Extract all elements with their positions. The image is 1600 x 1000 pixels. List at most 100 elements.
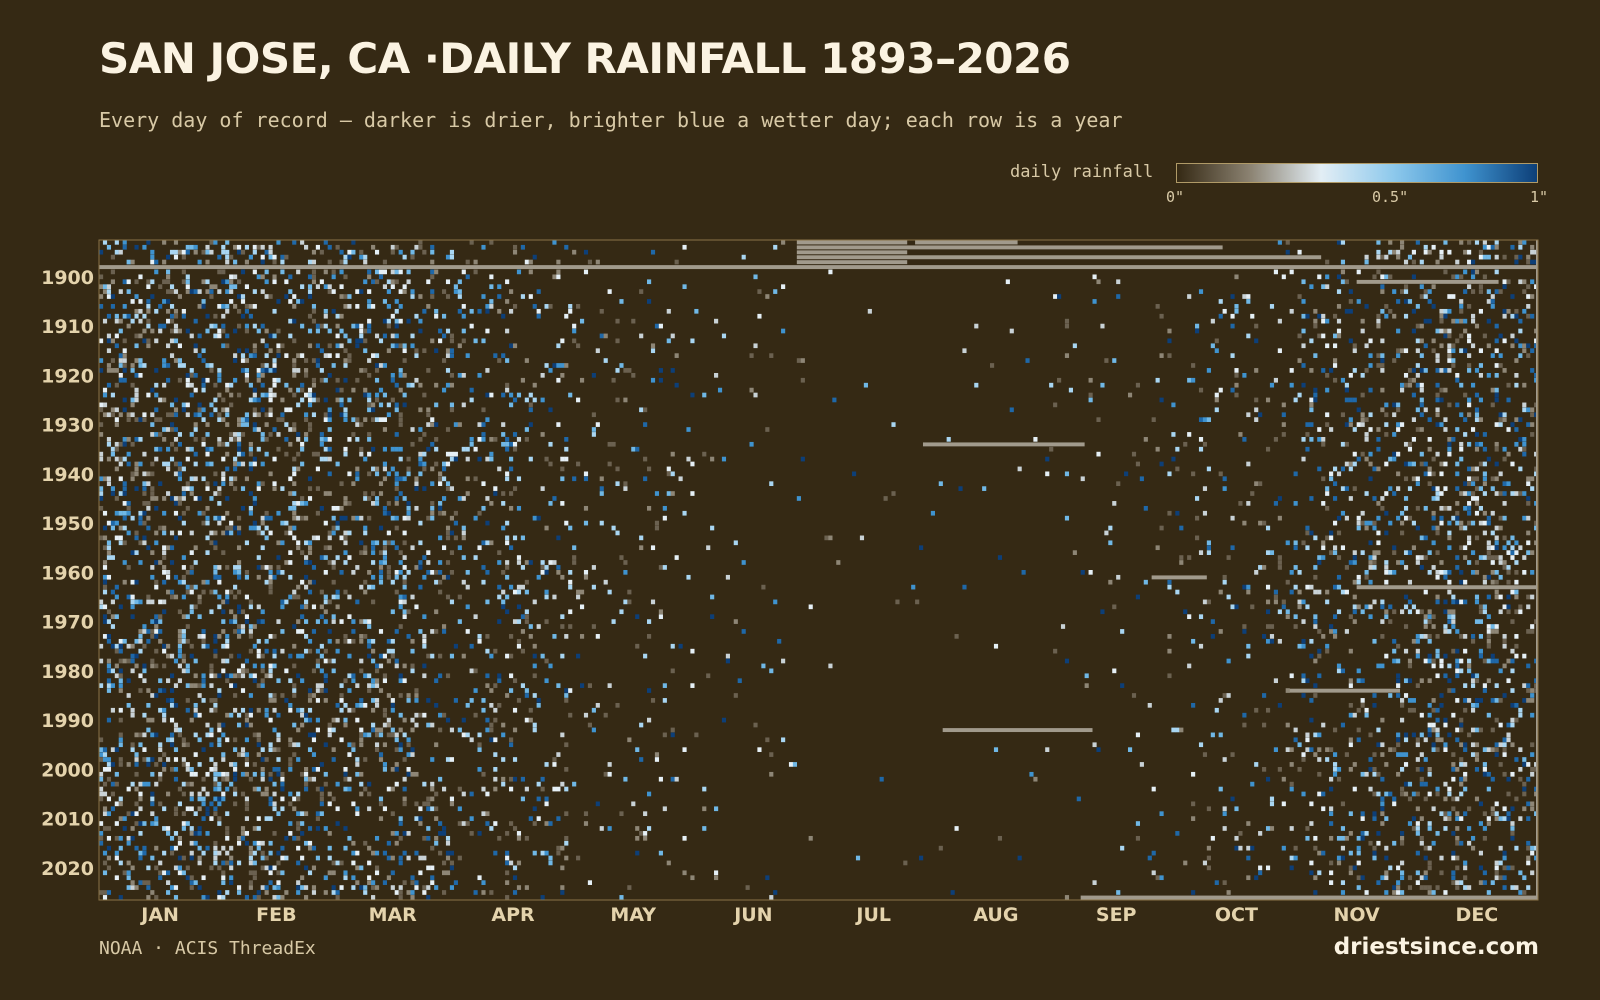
rain-day-cell bbox=[477, 747, 482, 752]
rain-day-cell bbox=[363, 673, 368, 679]
rain-day-cell bbox=[406, 318, 411, 324]
rain-day-cell bbox=[102, 767, 108, 772]
rain-day-cell bbox=[323, 308, 328, 314]
rain-day-cell bbox=[315, 451, 320, 457]
rain-day-cell bbox=[1435, 747, 1440, 752]
rain-day-cell bbox=[166, 491, 171, 496]
rain-day-cell bbox=[1187, 614, 1192, 620]
rain-day-cell bbox=[426, 560, 431, 565]
rain-day-cell bbox=[1502, 338, 1507, 344]
rain-day-cell bbox=[134, 579, 139, 585]
rain-day-cell bbox=[1522, 451, 1527, 457]
rain-day-cell bbox=[1360, 702, 1365, 708]
rain-day-cell bbox=[1368, 427, 1373, 432]
rain-day-cell bbox=[1305, 525, 1310, 531]
rain-day-cell bbox=[169, 737, 175, 743]
rain-day-cell bbox=[1336, 663, 1342, 669]
rain-day-cell bbox=[138, 629, 143, 634]
rain-day-cell bbox=[347, 614, 352, 620]
rain-day-cell bbox=[130, 550, 135, 555]
rain-day-cell bbox=[1348, 338, 1353, 344]
rain-day-cell bbox=[568, 609, 573, 615]
rain-day-cell bbox=[359, 658, 364, 664]
rain-day-cell bbox=[682, 244, 687, 250]
rain-day-cell bbox=[272, 308, 277, 314]
rain-day-cell bbox=[536, 308, 541, 314]
rain-day-cell bbox=[335, 387, 340, 393]
rain-day-cell bbox=[1321, 555, 1326, 560]
rain-day-cell bbox=[138, 742, 143, 748]
rain-day-cell bbox=[1506, 732, 1511, 738]
rain-day-cell bbox=[1447, 791, 1452, 797]
rain-day-cell bbox=[181, 579, 186, 585]
rain-day-cell bbox=[725, 658, 730, 664]
rain-day-cell bbox=[1053, 294, 1058, 299]
rain-day-cell bbox=[118, 762, 123, 767]
rain-day-cell bbox=[485, 368, 490, 373]
rain-day-cell bbox=[438, 476, 443, 482]
rain-day-cell bbox=[469, 668, 474, 674]
rain-day-cell bbox=[607, 289, 612, 294]
rain-day-cell bbox=[1419, 451, 1424, 457]
rain-day-cell bbox=[110, 520, 115, 526]
rain-day-cell bbox=[1348, 422, 1353, 427]
rain-day-cell bbox=[426, 653, 431, 659]
rain-day-cell bbox=[307, 284, 313, 290]
rain-day-cell bbox=[505, 565, 510, 570]
rain-day-cell bbox=[647, 634, 652, 639]
rain-day-cell bbox=[244, 417, 250, 422]
rain-day-cell bbox=[374, 368, 380, 373]
rain-day-cell bbox=[221, 796, 226, 802]
rain-day-cell bbox=[1206, 540, 1211, 546]
rain-day-cell bbox=[556, 786, 561, 792]
rain-day-cell bbox=[1506, 570, 1511, 575]
rain-day-cell bbox=[524, 259, 529, 265]
rain-day-cell bbox=[576, 343, 581, 349]
rain-day-cell bbox=[173, 727, 179, 733]
rain-day-cell bbox=[300, 771, 305, 777]
rain-day-cell bbox=[280, 570, 285, 575]
rain-day-cell bbox=[118, 525, 123, 531]
rain-day-cell bbox=[1340, 441, 1346, 447]
rain-day-cell bbox=[1289, 368, 1294, 373]
rain-day-cell bbox=[445, 574, 451, 580]
rain-day-cell bbox=[323, 412, 328, 418]
rain-day-cell bbox=[1084, 673, 1089, 679]
rain-day-cell bbox=[268, 565, 273, 570]
rain-day-cell bbox=[209, 589, 214, 595]
rain-day-cell bbox=[418, 629, 423, 634]
rain-day-cell bbox=[1372, 702, 1377, 708]
rain-day-cell bbox=[311, 308, 317, 314]
rain-day-cell bbox=[1431, 707, 1436, 713]
rain-day-cell bbox=[1506, 481, 1511, 487]
rain-day-cell bbox=[1392, 545, 1397, 551]
rain-day-cell bbox=[1364, 707, 1369, 713]
rain-day-cell bbox=[1470, 707, 1476, 713]
rain-day-cell bbox=[248, 673, 253, 679]
rain-day-cell bbox=[445, 525, 451, 531]
rain-day-cell bbox=[662, 732, 667, 738]
rain-day-cell bbox=[469, 437, 474, 442]
rain-day-cell bbox=[1455, 377, 1460, 383]
rain-day-cell bbox=[1510, 589, 1515, 595]
rain-day-cell bbox=[1447, 629, 1452, 634]
rain-day-cell bbox=[229, 481, 234, 487]
rain-day-cell bbox=[130, 599, 135, 605]
rain-day-cell bbox=[173, 496, 179, 501]
rain-day-cell bbox=[1486, 545, 1491, 551]
rain-day-cell bbox=[1482, 491, 1487, 496]
rain-day-cell bbox=[233, 432, 238, 437]
rain-day-cell bbox=[248, 254, 253, 260]
rain-day-cell bbox=[106, 638, 112, 644]
rain-day-cell bbox=[528, 402, 533, 408]
rain-day-cell bbox=[158, 432, 163, 437]
rain-day-cell bbox=[398, 422, 403, 427]
rain-day-cell bbox=[288, 318, 293, 324]
rain-day-cell bbox=[363, 525, 368, 531]
rain-day-cell bbox=[268, 584, 273, 590]
rain-day-cell bbox=[268, 801, 273, 807]
rain-day-cell bbox=[509, 653, 514, 659]
rain-day-cell bbox=[536, 698, 541, 703]
rain-day-cell bbox=[225, 510, 230, 516]
rain-day-cell bbox=[591, 432, 596, 437]
